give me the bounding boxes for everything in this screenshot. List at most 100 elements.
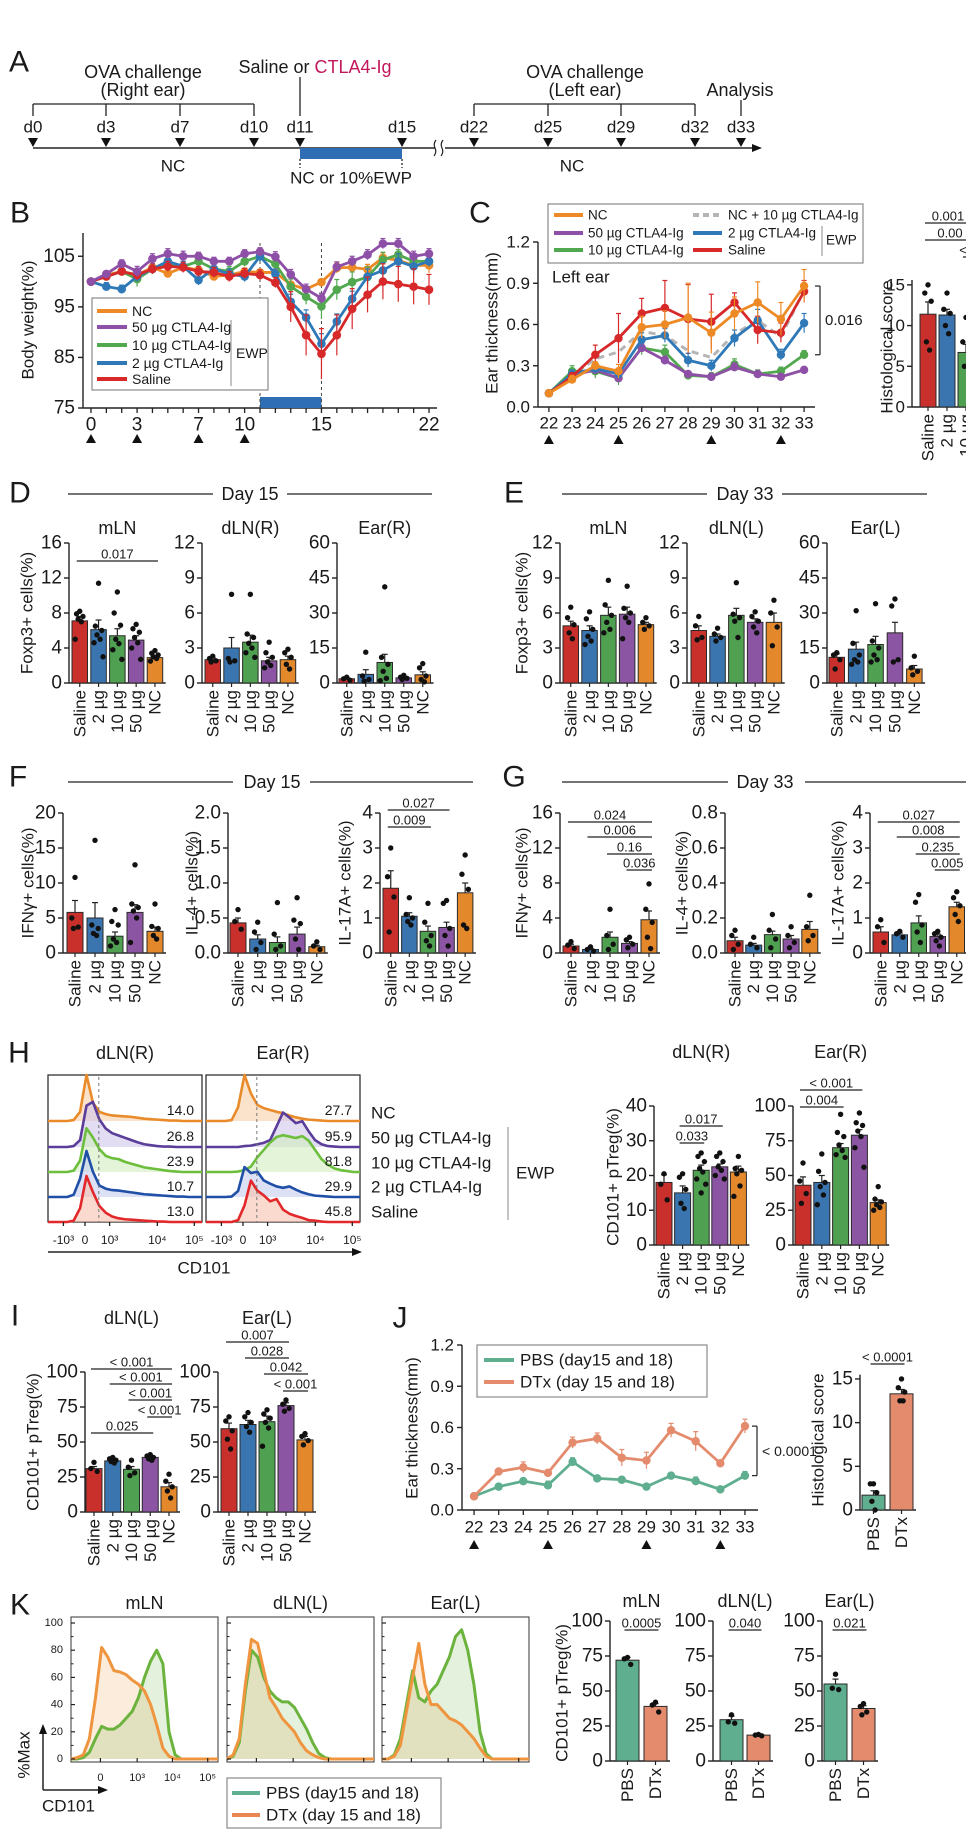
y-tick-label: 75	[57, 1397, 78, 1418]
histogram-curve	[48, 1149, 202, 1199]
bar-group: 10 µg	[831, 1111, 850, 1295]
data-point	[194, 251, 203, 261]
x-tick-label: 10 µg	[692, 1252, 711, 1295]
bar-group: NC	[905, 653, 924, 715]
data-point	[771, 597, 777, 603]
data-point	[729, 932, 735, 939]
y-tick-label: 16	[41, 533, 62, 554]
data-point	[232, 918, 238, 925]
y-tick-label: 15	[799, 638, 820, 659]
data-point	[656, 1709, 662, 1715]
data-point	[817, 1183, 823, 1190]
x-axis-label: CD101	[42, 1797, 95, 1816]
x-tick-label: 32	[711, 1518, 730, 1537]
y-tick-label: 25	[685, 1716, 706, 1737]
x-tick-label: 50 µg	[127, 690, 146, 733]
data-point	[872, 600, 879, 607]
data-point	[753, 298, 762, 307]
data-point	[445, 943, 451, 949]
data-point	[878, 917, 884, 923]
series-nc-10-g-ctla4-ig	[547, 289, 806, 395]
significance-annotation: 0.024	[568, 808, 652, 823]
data-point	[679, 1171, 686, 1177]
data-point	[602, 602, 608, 608]
data-point	[822, 1179, 828, 1186]
chart-C-line: 0.0 0.3 0.6 0.9 1.2 22 23 24 25 26 27 28 29 30 31 32 33 E…	[483, 203, 864, 444]
y-tick-label: 0.4	[692, 873, 719, 894]
y-tick-label: 50	[765, 1165, 786, 1186]
data-point	[895, 656, 901, 663]
data-point	[110, 936, 117, 942]
x-tick-label: Saline	[726, 960, 745, 1007]
data-point	[947, 310, 953, 317]
x-tick-label: 2 µg	[89, 690, 108, 723]
data-point	[853, 607, 859, 614]
data-point	[288, 654, 294, 661]
chart-E-Ear: 0 15 30 45 60 Saline 2 µg 10 µg 50 µg NC Ear(L)	[799, 518, 926, 737]
data-point	[178, 251, 188, 261]
data-point	[703, 1181, 709, 1187]
data-point	[255, 247, 265, 257]
x-tick-label: 50 µg	[437, 960, 456, 1003]
x-tick-label: Saline	[689, 690, 708, 737]
data-point	[347, 263, 357, 272]
significance-annotation: 0.027	[387, 796, 450, 811]
bar-group: NC	[869, 1183, 888, 1277]
data-point	[263, 649, 269, 656]
bar	[886, 632, 904, 684]
data-point	[116, 640, 122, 647]
panel-label-g: G	[502, 761, 525, 794]
data-point	[269, 654, 276, 661]
data-point	[149, 923, 155, 930]
chart-H-dLN: 0 10 20 30 40 Saline 2 µg 10 µg 50 µg NC 0.017 0.03…	[604, 1042, 750, 1299]
chart-H-flow: dLN(R) 14.0 26.8 23.9 10.7 13.0 -10³ 0 10³ 10⁴ 10⁵…	[47, 1043, 555, 1278]
p-value-label: 0.016	[825, 312, 863, 329]
bar-group: 10 µg	[601, 906, 620, 1003]
data-point	[892, 596, 898, 602]
y-tick-label: 100	[179, 1362, 211, 1383]
significance-annotation: 0.033	[676, 1129, 708, 1144]
bar-group: NC	[278, 646, 297, 715]
y-tick-label: 1	[362, 908, 373, 929]
data-point	[148, 264, 157, 274]
data-point	[874, 924, 881, 930]
flow-panel-title: dLN(L)	[273, 1593, 328, 1613]
data-point	[605, 946, 612, 953]
data-point	[568, 604, 574, 610]
data-point	[698, 1190, 704, 1196]
significance-annotation: 0.017	[679, 1112, 723, 1127]
x-tick-label: Saline	[919, 414, 938, 461]
x-tick-label: 50 µg	[126, 960, 145, 1003]
data-point	[94, 632, 100, 638]
data-point	[208, 659, 214, 665]
bar	[850, 1134, 868, 1246]
data-point	[642, 1482, 651, 1491]
bar	[910, 922, 927, 954]
data-point	[707, 328, 716, 337]
y-tick-label: 10	[626, 1200, 647, 1221]
legend-label: 50 µg CTLA4-Ig	[588, 226, 684, 241]
x-tick-label: 2 µg	[890, 960, 909, 993]
x-tick-label: 10⁵	[343, 1233, 361, 1247]
panel-label-c: C	[469, 197, 491, 230]
p-value-label: 0.16	[617, 840, 642, 855]
data-point	[286, 1405, 292, 1412]
data-point	[117, 259, 127, 269]
data-point	[694, 637, 700, 643]
data-point	[568, 1457, 577, 1467]
x-tick-label: Saline	[203, 690, 222, 737]
x-tick-label: NC	[413, 690, 432, 715]
data-point	[125, 1464, 131, 1470]
data-point	[155, 925, 161, 932]
y-tick-label: 75	[794, 1646, 815, 1667]
chart-title: dLN(L)	[717, 1591, 772, 1611]
data-point	[718, 634, 724, 641]
data-point	[799, 318, 809, 328]
significance-annotation: 0.027	[877, 808, 960, 823]
data-point	[868, 659, 874, 665]
section-header-g: Day 33	[562, 772, 966, 792]
y-tick-label: 0	[200, 1502, 211, 1523]
section-title: Day 33	[716, 484, 773, 504]
